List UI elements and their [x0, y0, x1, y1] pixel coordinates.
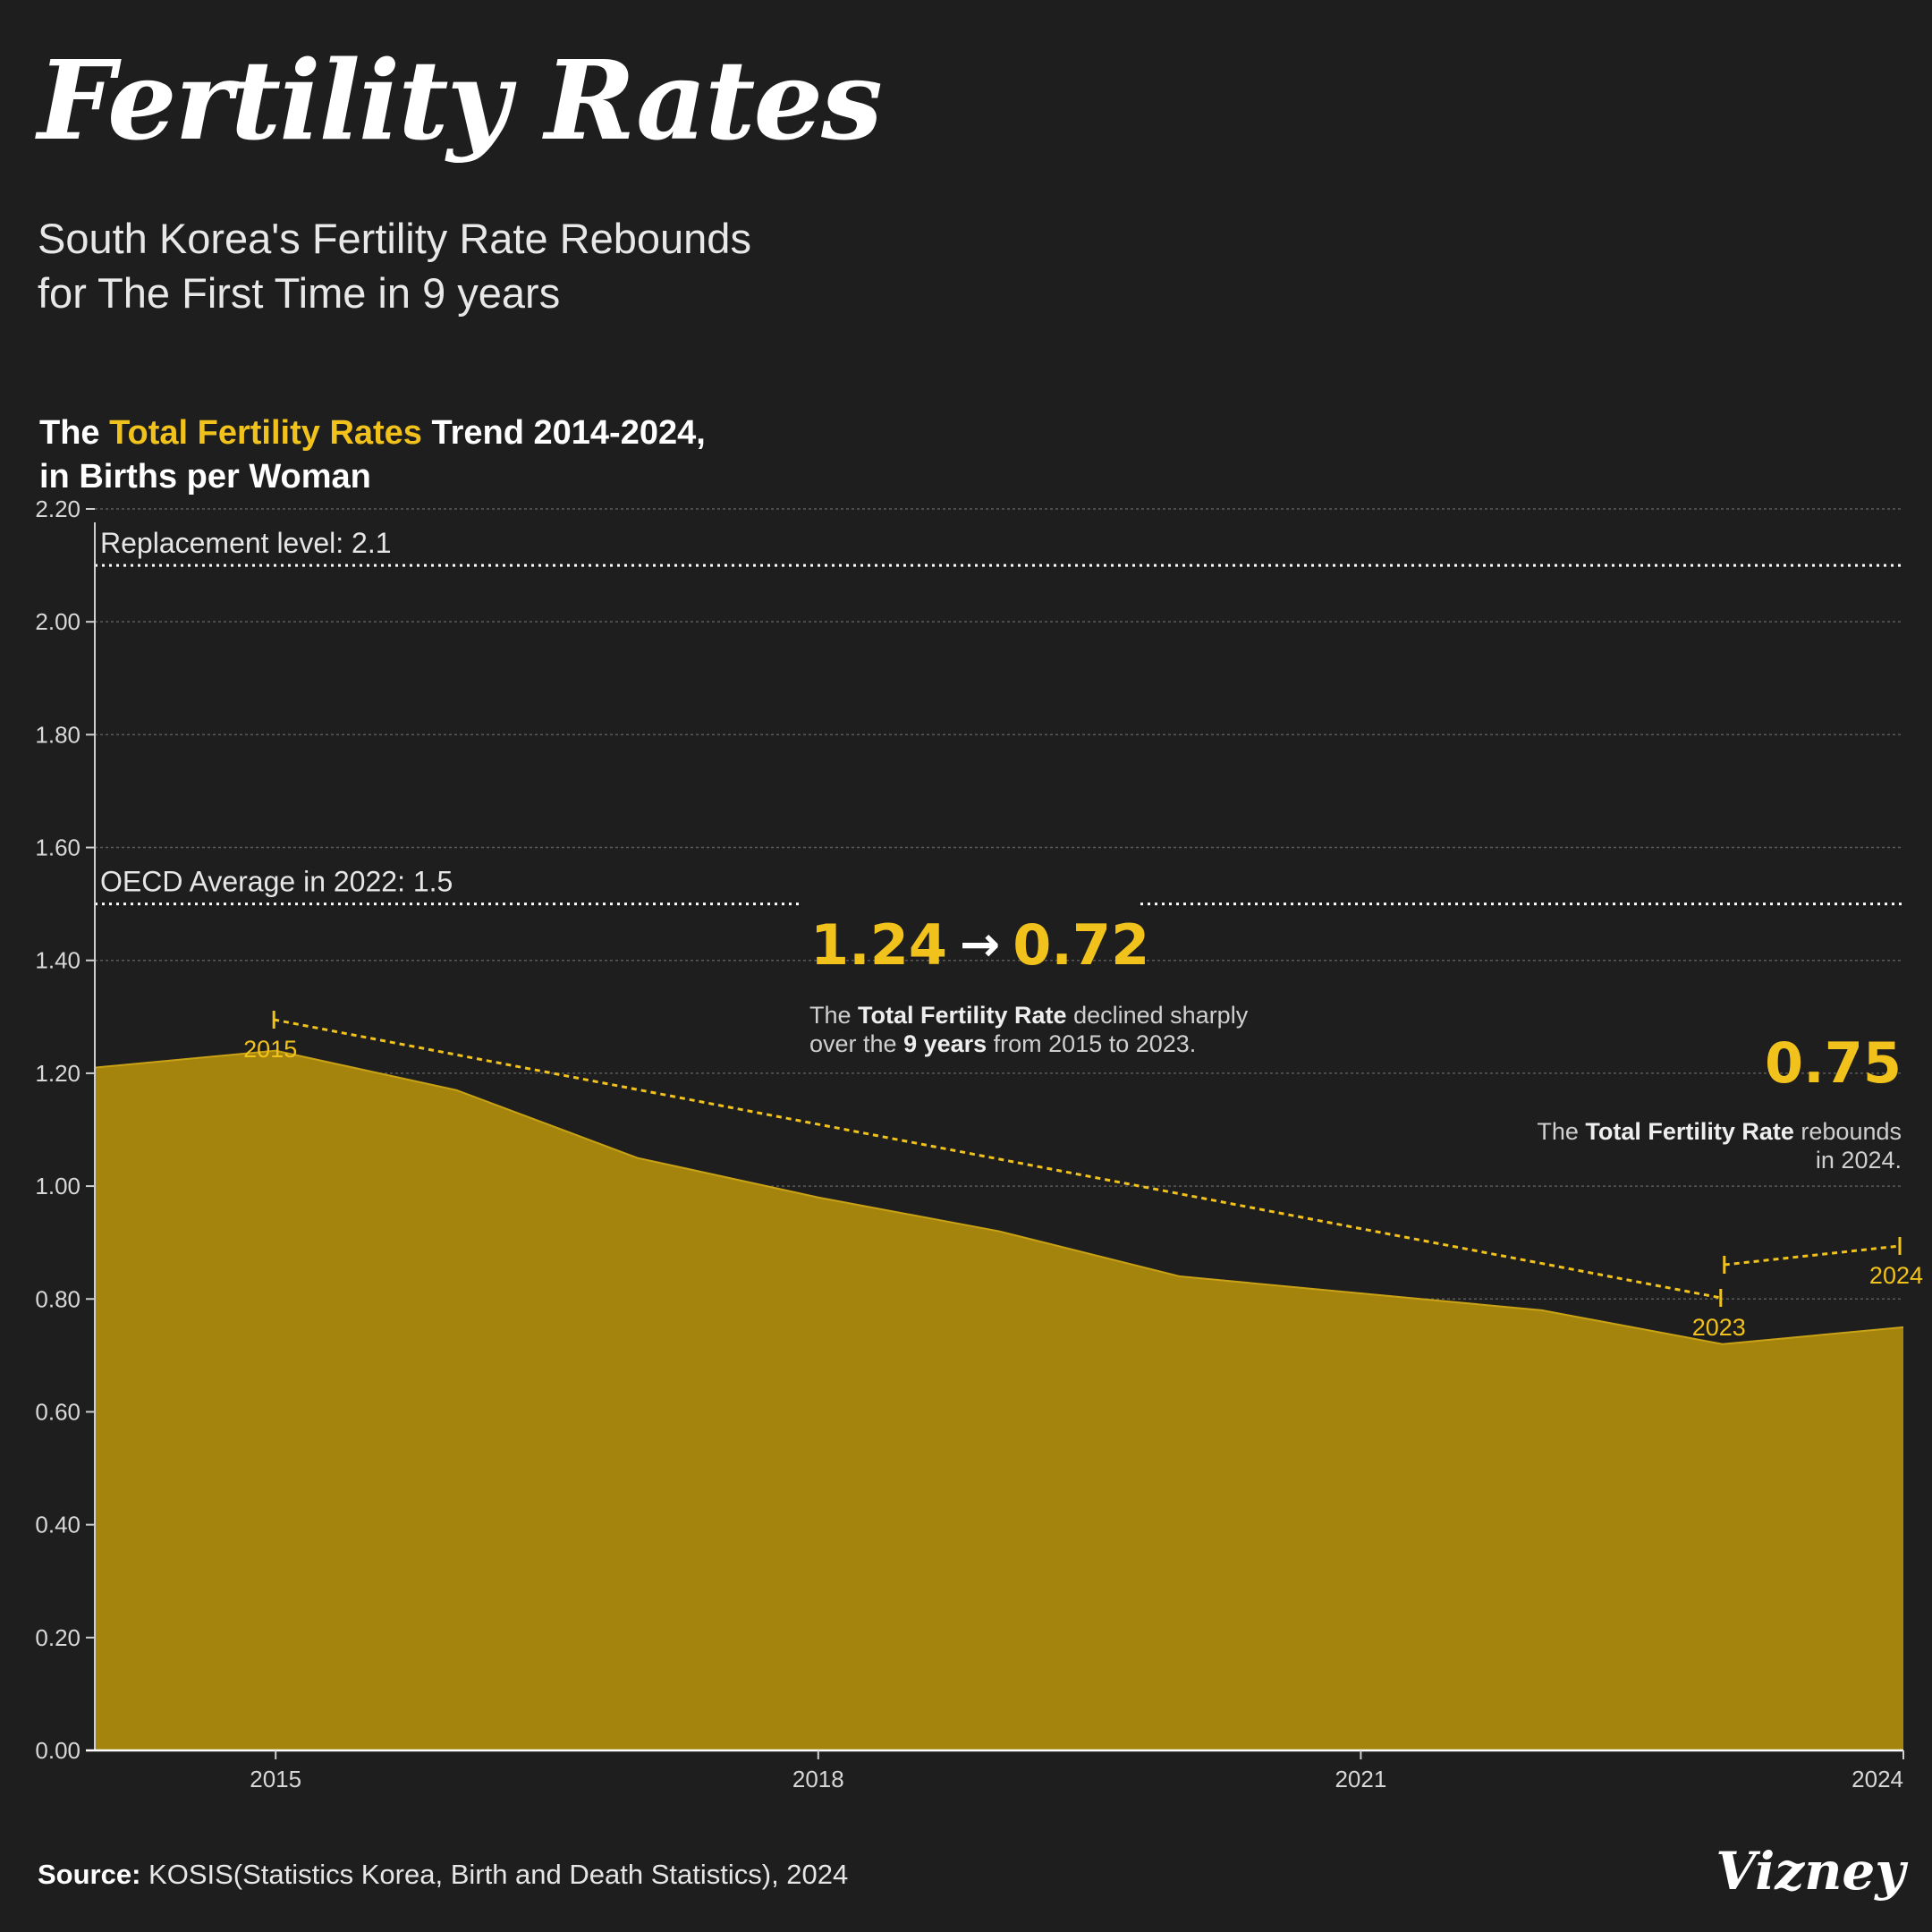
chart-heading-prefix: The	[39, 414, 110, 452]
fertility-line	[94, 1049, 1904, 1345]
rebound-value: 0.75	[1765, 1030, 1902, 1096]
decline-to-value: 0.72	[1013, 912, 1149, 978]
x-tick-label: 2015	[250, 1766, 301, 1792]
subtitle-line-1: South Korea's Fertility Rate Rebounds	[38, 215, 751, 262]
y-tick-label: 1.40	[35, 947, 80, 974]
x-tick-label: 2018	[792, 1766, 844, 1792]
y-tick-label: 0.80	[35, 1285, 80, 1312]
subtitle-line-2: for The First Time in 9 years	[38, 269, 561, 317]
decline-headline: 1.24 → 0.72	[810, 912, 1149, 978]
page-title: Fertility Rates	[38, 36, 883, 165]
chart-heading-line-1: The Total Fertility Rates Trend 2014-202…	[39, 411, 706, 455]
x-tick-label: 2021	[1335, 1766, 1386, 1792]
reference-line-label: OECD Average in 2022: 1.5	[100, 866, 453, 898]
chart-heading-highlight: Total Fertility Rates	[109, 414, 422, 452]
reference-lines-layer: Replacement level: 2.1 OECD Average in 20…	[95, 527, 1903, 906]
y-tick-label: 0.40	[35, 1512, 80, 1538]
decline-arrow: →	[960, 916, 1000, 972]
source-label: Source:	[38, 1859, 141, 1890]
y-tick-label: 0.20	[35, 1624, 80, 1651]
annotation-layer: 1.24 → 0.72 The Total Fertility Rate decli…	[243, 912, 1923, 1341]
reference-line-label: Replacement level: 2.1	[100, 527, 392, 559]
y-tick-label: 2.00	[35, 608, 80, 635]
decline-from-value: 1.24	[810, 912, 947, 978]
x-tick-label: 2024	[1852, 1766, 1903, 1792]
source-note: Source: KOSIS(Statistics Korea, Birth an…	[38, 1859, 848, 1891]
axis-layer: 0.00 0.20 0.40 0.60 0.80 1.00 1.20 1.40 1.60 1.80…	[35, 496, 1904, 1792]
y-tick-label: 1.80	[35, 721, 80, 748]
decline-description-line-1: The Total Fertility Rate declined sharpl…	[809, 1002, 1249, 1029]
y-tick-label: 0.60	[35, 1398, 80, 1425]
chart-heading-suffix: Trend 2014-2024,	[421, 414, 706, 452]
rebound-description-line-1: The Total Fertility Rate rebounds	[1537, 1118, 1902, 1145]
brand-logo: Vizney	[1716, 1841, 1905, 1902]
y-tick-label: 2.20	[35, 496, 80, 522]
y-tick-label: 1.60	[35, 835, 80, 861]
y-tick-label: 1.00	[35, 1173, 80, 1199]
area-layer	[94, 1049, 1904, 1750]
subtitle: South Korea's Fertility Rate Rebounds fo…	[38, 211, 751, 320]
decline-start-label: 2015	[243, 1036, 297, 1063]
y-tick-label: 1.20	[35, 1060, 80, 1087]
decline-description-line-2: over the 9 years from 2015 to 2023.	[809, 1030, 1196, 1057]
chart-heading-line-2: in Births per Woman	[39, 458, 371, 496]
decline-end-label: 2023	[1692, 1314, 1746, 1341]
rebound-end-label: 2024	[1869, 1262, 1923, 1289]
fertility-area	[95, 1050, 1903, 1750]
chart-heading: The Total Fertility Rates Trend 2014-202…	[39, 411, 706, 499]
rebound-description-line-2: in 2024.	[1816, 1147, 1902, 1174]
y-tick-label: 0.00	[35, 1737, 80, 1764]
source-text: KOSIS(Statistics Korea, Birth and Death …	[140, 1859, 849, 1890]
